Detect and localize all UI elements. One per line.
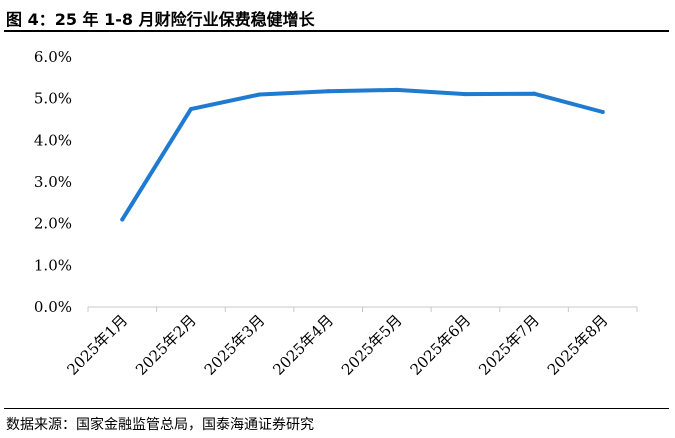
x-tick-label: 2025年3月	[201, 311, 269, 379]
data-point	[326, 89, 331, 94]
data-point	[257, 92, 262, 97]
y-tick-label: 6.0%	[34, 48, 72, 66]
y-tick-label: 4.0%	[34, 131, 72, 149]
y-tick-label: 0.0%	[34, 298, 72, 316]
source-note: 数据来源：国家金融监管总局，国泰海通证券研究	[6, 417, 314, 433]
chart-title: 图 4：25 年 1-8 月财险行业保费稳健增长	[6, 10, 315, 29]
x-tick-label: 2025年2月	[132, 311, 200, 379]
y-tick-labels: 0.0% 1.0% 2.0% 3.0% 4.0% 5.0% 6.0%	[34, 48, 72, 316]
line-chart: 0.0%1.0%2.0%3.0%4.0%5.0%6.0% 2025年1月 2025…	[34, 48, 638, 379]
data-point	[188, 107, 193, 112]
data-point	[532, 91, 537, 96]
y-tick-label: 2.0%	[34, 215, 72, 233]
x-tick-label: 2025年6月	[407, 311, 475, 379]
data-point	[120, 217, 125, 222]
x-tick-label: 2025年7月	[475, 311, 543, 379]
y-tick-label: 1.0%	[34, 256, 72, 274]
x-tick-labels: 2025年1月 2025年2月 2025年3月 2025年4月 2025年5月 2025年…	[63, 311, 611, 379]
data-point	[463, 92, 468, 97]
x-tick-label: 2025年8月	[544, 311, 612, 379]
y-tick-label: 3.0%	[34, 173, 72, 191]
chart-axes	[87, 306, 638, 312]
series-line	[120, 87, 605, 222]
x-tick-label: 2025年1月	[63, 311, 131, 379]
source-divider	[4, 408, 669, 409]
x-tick-label: 2025年4月	[269, 311, 337, 379]
data-point	[394, 87, 399, 92]
data-point	[600, 110, 605, 114]
series-layer	[120, 87, 605, 222]
y-tick-label: 5.0%	[34, 90, 72, 108]
title-divider	[4, 30, 669, 32]
x-tick-label: 2025年5月	[338, 311, 406, 379]
